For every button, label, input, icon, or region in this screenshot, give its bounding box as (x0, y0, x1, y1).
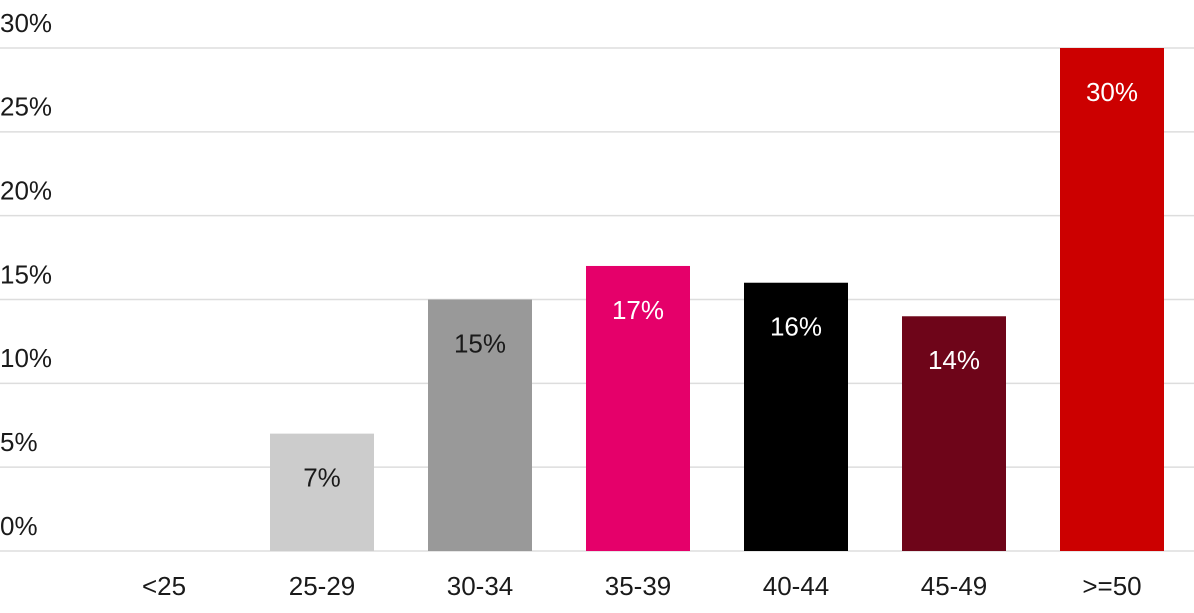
y-tick-label: 5% (0, 427, 38, 457)
y-tick-label: 30% (0, 8, 52, 38)
y-tick-label: 25% (0, 92, 52, 122)
data-label: 14% (928, 345, 980, 375)
x-tick-label: 40-44 (763, 571, 830, 601)
x-tick-label: <25 (142, 571, 186, 601)
x-tick-label: 30-34 (447, 571, 514, 601)
y-tick-label: 10% (0, 343, 52, 373)
data-label: 30% (1086, 77, 1138, 107)
x-tick-label: 45-49 (921, 571, 988, 601)
x-tick-label: >=50 (1082, 571, 1141, 601)
bar (428, 299, 532, 551)
bar (744, 282, 848, 551)
x-tick-label: 25-29 (289, 571, 356, 601)
bar (902, 316, 1006, 551)
data-label: 17% (612, 295, 664, 325)
data-label: 15% (454, 328, 506, 358)
y-tick-label: 0% (0, 511, 38, 541)
bar (586, 265, 690, 551)
data-label: 16% (770, 312, 822, 342)
data-label: 7% (303, 463, 341, 493)
y-tick-label: 20% (0, 176, 52, 206)
y-tick-label: 15% (0, 259, 52, 289)
bar (1060, 48, 1164, 551)
bar (270, 433, 374, 551)
x-tick-label: 35-39 (605, 571, 672, 601)
